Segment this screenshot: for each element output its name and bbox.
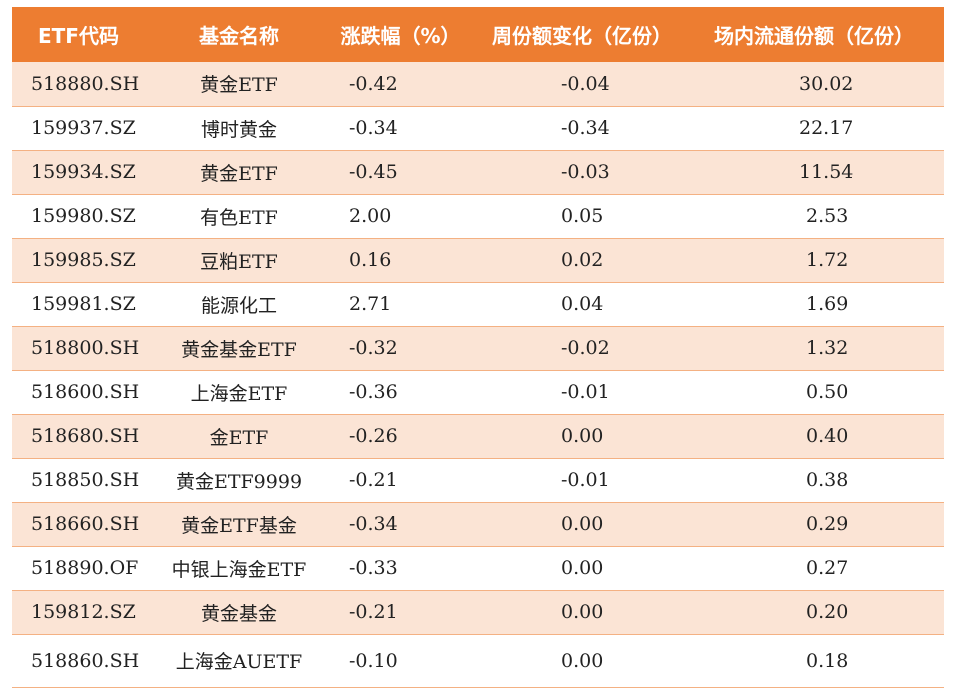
cell-etf-code: 159934.SZ	[31, 161, 136, 183]
header-circulating-shares: 场内流通份额（亿份）	[714, 24, 914, 48]
cell-circulating-shares: 0.20	[806, 601, 849, 623]
cell-circulating-shares: 1.69	[806, 293, 849, 315]
cell-change-pct: -0.45	[349, 161, 398, 183]
cell-circulating-shares: 22.17	[799, 117, 854, 139]
cell-fund-name: 黄金ETF基金	[181, 514, 297, 537]
table-row: 518600.SH 上海金ETF -0.36 -0.01 0.50	[12, 370, 944, 414]
cell-etf-code: 159985.SZ	[31, 249, 136, 271]
cell-weekly-share-change: -0.02	[561, 337, 610, 359]
table-row: 518880.SH 黄金ETF -0.42 -0.04 30.02	[12, 62, 944, 106]
cell-change-pct: 0.16	[349, 249, 392, 271]
cell-fund-name: 上海金AUETF	[175, 651, 303, 673]
cell-etf-code: 518680.SH	[31, 425, 140, 447]
header-change-pct: 涨跌幅（%）	[340, 24, 461, 48]
cell-change-pct: -0.10	[349, 649, 398, 672]
cell-circulating-shares: 30.02	[799, 72, 854, 95]
cell-fund-name: 黄金基金ETF	[181, 338, 297, 361]
cell-circulating-shares: 0.50	[806, 381, 849, 403]
cell-weekly-share-change: -0.01	[561, 469, 610, 491]
cell-circulating-shares: 1.32	[806, 337, 849, 359]
table-row: 159985.SZ 豆粕ETF 0.16 0.02 1.72	[12, 238, 944, 282]
cell-fund-name: 黄金ETF9999	[175, 470, 303, 493]
cell-etf-code: 159980.SZ	[31, 205, 136, 227]
cell-change-pct: -0.42	[349, 72, 398, 95]
cell-etf-code: 518600.SH	[31, 381, 140, 403]
cell-circulating-shares: 2.53	[806, 205, 849, 227]
table-header: ETF代码 基金名称 涨跌幅（%） 周份额变化（亿份） 场内流通份额（亿份）	[12, 7, 944, 62]
table-row: 159812.SZ 黄金基金 -0.21 0.00 0.20	[12, 590, 944, 634]
cell-fund-name: 有色ETF	[200, 206, 278, 229]
cell-circulating-shares: 0.18	[806, 649, 849, 672]
table-row: 518800.SH 黄金基金ETF -0.32 -0.02 1.32	[12, 326, 944, 370]
cell-etf-code: 518880.SH	[31, 72, 140, 95]
cell-change-pct: -0.36	[349, 381, 398, 403]
cell-change-pct: -0.21	[349, 469, 398, 491]
cell-etf-code: 518660.SH	[31, 513, 140, 535]
cell-fund-name: 豆粕ETF	[200, 250, 278, 273]
cell-change-pct: -0.32	[349, 337, 398, 359]
cell-weekly-share-change: 0.00	[561, 557, 604, 579]
cell-change-pct: -0.34	[349, 117, 398, 139]
cell-weekly-share-change: -0.01	[561, 381, 610, 403]
cell-circulating-shares: 0.29	[806, 513, 849, 535]
cell-fund-name: 能源化工	[200, 294, 277, 317]
cell-fund-name: 中银上海金ETF	[171, 558, 307, 581]
table-row: 518680.SH 金ETF -0.26 0.00 0.40	[12, 414, 944, 458]
header-fund-name: 基金名称	[199, 24, 279, 48]
cell-weekly-share-change: -0.34	[561, 117, 610, 139]
cell-etf-code: 518890.OF	[31, 557, 139, 579]
table-row: 518660.SH 黄金ETF基金 -0.34 0.00 0.29	[12, 502, 944, 546]
cell-weekly-share-change: 0.00	[561, 513, 604, 535]
header-weekly-share-change: 周份额变化（亿份）	[492, 24, 672, 48]
table-row: 159934.SZ 黄金ETF -0.45 -0.03 11.54	[12, 150, 944, 194]
header-etf-code: ETF代码	[38, 24, 119, 48]
cell-etf-code: 518850.SH	[31, 469, 140, 491]
header-row: ETF代码 基金名称 涨跌幅（%） 周份额变化（亿份） 场内流通份额（亿份）	[12, 7, 944, 62]
etf-share-table: ETF代码 基金名称 涨跌幅（%） 周份额变化（亿份） 场内流通份额（亿份） 5…	[12, 7, 944, 688]
cell-fund-name: 金ETF	[209, 426, 269, 449]
cell-change-pct: -0.34	[349, 513, 398, 535]
cell-weekly-share-change: 0.04	[561, 293, 604, 315]
cell-circulating-shares: 0.40	[806, 425, 849, 447]
table-row: 518860.SH 上海金AUETF -0.10 0.00 0.18	[12, 634, 944, 687]
cell-weekly-share-change: -0.04	[561, 72, 610, 95]
cell-etf-code: 159981.SZ	[31, 293, 136, 315]
cell-etf-code: 159937.SZ	[31, 117, 136, 139]
cell-change-pct: 2.71	[349, 293, 392, 315]
cell-weekly-share-change: 0.00	[561, 425, 604, 447]
cell-circulating-shares: 11.54	[799, 161, 854, 183]
cell-fund-name: 上海金ETF	[190, 382, 288, 405]
cell-fund-name: 黄金ETF	[200, 74, 278, 97]
table-row: 159937.SZ 博时黄金 -0.34 -0.34 22.17	[12, 106, 944, 150]
cell-weekly-share-change: 0.00	[561, 601, 604, 623]
etf-table-container: ETF代码 基金名称 涨跌幅（%） 周份额变化（亿份） 场内流通份额（亿份） 5…	[12, 7, 944, 688]
table-row: 518850.SH 黄金ETF9999 -0.21 -0.01 0.38	[12, 458, 944, 502]
cell-weekly-share-change: 0.02	[561, 249, 604, 271]
cell-fund-name: 黄金基金	[200, 602, 277, 625]
table-body: 518880.SH 黄金ETF -0.42 -0.04 30.02 159937.SZ 博时…	[12, 62, 944, 687]
cell-circulating-shares: 1.72	[806, 249, 849, 271]
table-row: 159981.SZ 能源化工 2.71 0.04 1.69	[12, 282, 944, 326]
cell-fund-name: 黄金ETF	[200, 162, 278, 185]
table-row: 518890.OF 中银上海金ETF -0.33 0.00 0.27	[12, 546, 944, 590]
cell-etf-code: 518800.SH	[31, 337, 140, 359]
cell-etf-code: 159812.SZ	[31, 601, 136, 623]
cell-change-pct: -0.26	[349, 425, 398, 447]
cell-etf-code: 518860.SH	[31, 649, 140, 672]
table-row: 159980.SZ 有色ETF 2.00 0.05 2.53	[12, 194, 944, 238]
cell-change-pct: 2.00	[349, 205, 392, 227]
cell-fund-name: 博时黄金	[200, 118, 277, 141]
cell-weekly-share-change: -0.03	[561, 161, 610, 183]
cell-change-pct: -0.33	[349, 557, 398, 579]
cell-weekly-share-change: 0.00	[561, 649, 604, 672]
cell-change-pct: -0.21	[349, 601, 398, 623]
cell-circulating-shares: 0.38	[806, 469, 849, 491]
cell-circulating-shares: 0.27	[806, 557, 849, 579]
cell-weekly-share-change: 0.05	[561, 205, 604, 227]
